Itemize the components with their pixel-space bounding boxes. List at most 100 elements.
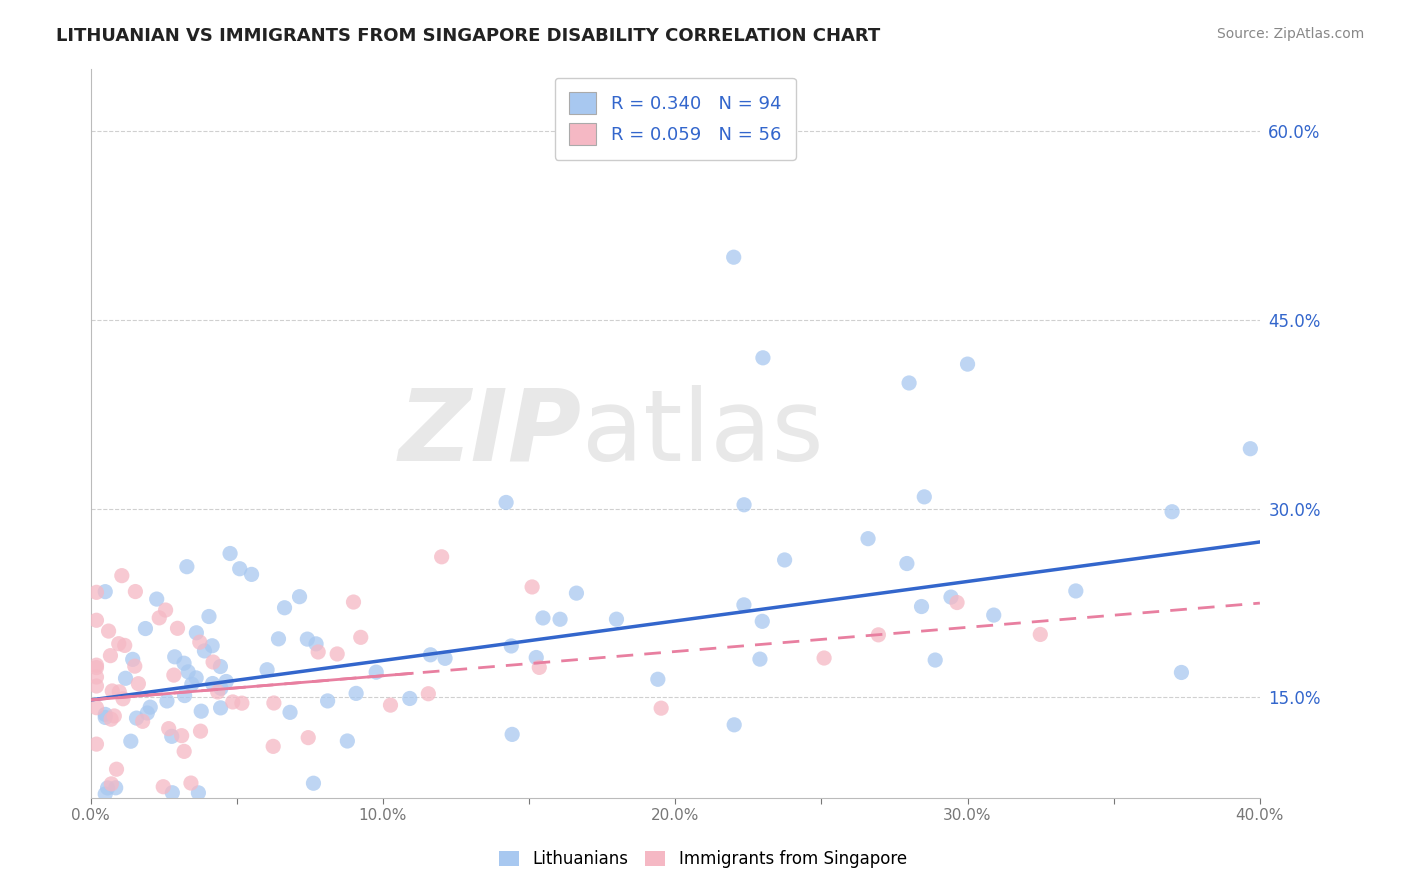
- Point: [166, 621, 188, 635]
- Point: [94, 801, 117, 815]
- Point: [190, 724, 212, 739]
- Point: [157, 722, 180, 736]
- Point: [209, 701, 232, 715]
- Point: [201, 676, 224, 690]
- Point: [1029, 627, 1052, 641]
- Point: [163, 649, 186, 664]
- Point: [124, 584, 146, 599]
- Point: [1170, 665, 1192, 680]
- Point: [956, 357, 979, 371]
- Legend: R = 0.340   N = 94, R = 0.059   N = 56: R = 0.340 N = 94, R = 0.059 N = 56: [555, 78, 796, 160]
- Point: [1308, 169, 1330, 183]
- Point: [176, 559, 198, 574]
- Point: [94, 787, 117, 801]
- Point: [177, 665, 200, 679]
- Point: [131, 714, 153, 729]
- Point: [134, 622, 156, 636]
- Point: [198, 609, 221, 624]
- Point: [86, 700, 108, 714]
- Point: [262, 739, 284, 754]
- Point: [139, 700, 162, 714]
- Point: [773, 553, 796, 567]
- Point: [912, 490, 935, 504]
- Point: [302, 776, 325, 790]
- Point: [86, 660, 108, 674]
- Point: [201, 639, 224, 653]
- Point: [1355, 426, 1378, 441]
- Point: [647, 673, 669, 687]
- Point: [605, 612, 627, 626]
- Point: [86, 585, 108, 599]
- Point: [228, 562, 250, 576]
- Point: [813, 651, 835, 665]
- Point: [114, 639, 136, 653]
- Point: [100, 712, 122, 726]
- Point: [946, 595, 969, 609]
- Point: [1239, 442, 1261, 456]
- Point: [209, 681, 232, 696]
- Point: [983, 608, 1005, 623]
- Point: [148, 611, 170, 625]
- Point: [145, 592, 167, 607]
- Point: [86, 679, 108, 693]
- Point: [86, 737, 108, 751]
- Point: [86, 670, 108, 684]
- Point: [501, 727, 523, 741]
- Point: [565, 586, 588, 600]
- Point: [124, 659, 146, 673]
- Point: [910, 599, 932, 614]
- Point: [297, 731, 319, 745]
- Point: [342, 595, 364, 609]
- Point: [105, 762, 128, 776]
- Point: [107, 637, 129, 651]
- Point: [263, 696, 285, 710]
- Point: [162, 786, 184, 800]
- Point: [155, 603, 177, 617]
- Point: [1064, 584, 1087, 599]
- Point: [86, 613, 108, 627]
- Text: atlas: atlas: [582, 384, 824, 482]
- Point: [288, 590, 311, 604]
- Point: [152, 780, 174, 794]
- Point: [112, 691, 135, 706]
- Point: [159, 812, 181, 826]
- Point: [156, 694, 179, 708]
- Point: [215, 674, 238, 689]
- Point: [86, 658, 108, 673]
- Point: [173, 744, 195, 758]
- Point: [344, 686, 367, 700]
- Point: [1308, 492, 1330, 507]
- Point: [219, 547, 242, 561]
- Point: [108, 685, 131, 699]
- Point: [751, 615, 773, 629]
- Point: [1364, 538, 1386, 552]
- Point: [419, 648, 441, 662]
- Point: [748, 652, 770, 666]
- Point: [1282, 449, 1305, 463]
- Point: [101, 684, 124, 698]
- Point: [267, 632, 290, 646]
- Point: [180, 776, 202, 790]
- Point: [173, 657, 195, 671]
- Point: [186, 625, 208, 640]
- Text: ZIP: ZIP: [399, 384, 582, 482]
- Point: [136, 706, 159, 720]
- Point: [100, 648, 122, 663]
- Point: [924, 653, 946, 667]
- Point: [752, 351, 775, 365]
- Point: [336, 734, 359, 748]
- Point: [207, 685, 229, 699]
- Point: [190, 704, 212, 718]
- Point: [170, 729, 193, 743]
- Point: [316, 694, 339, 708]
- Point: [193, 644, 215, 658]
- Point: [366, 665, 388, 680]
- Point: [125, 711, 148, 725]
- Point: [94, 584, 117, 599]
- Point: [94, 707, 117, 722]
- Point: [323, 804, 346, 818]
- Legend: Lithuanians, Immigrants from Singapore: Lithuanians, Immigrants from Singapore: [492, 844, 914, 875]
- Point: [434, 651, 457, 665]
- Point: [104, 780, 127, 795]
- Text: Source: ZipAtlas.com: Source: ZipAtlas.com: [1216, 27, 1364, 41]
